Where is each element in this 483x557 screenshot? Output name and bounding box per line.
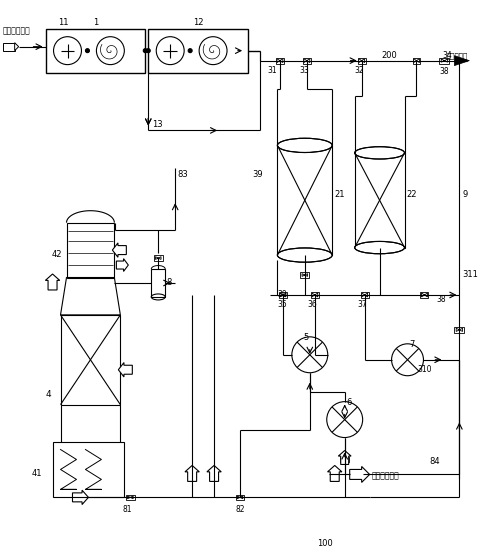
Polygon shape — [350, 466, 369, 482]
Text: 37: 37 — [358, 300, 368, 309]
Text: 39: 39 — [252, 170, 263, 179]
Polygon shape — [338, 451, 351, 465]
Bar — [148, 29, 248, 72]
Polygon shape — [359, 58, 365, 62]
Text: 81: 81 — [123, 505, 132, 514]
Circle shape — [85, 48, 89, 53]
Bar — [358, 57, 366, 63]
Polygon shape — [312, 293, 318, 297]
Bar — [361, 292, 369, 298]
Text: 液体二氧化碳: 液体二氧化碳 — [371, 471, 399, 481]
Polygon shape — [441, 59, 448, 62]
Polygon shape — [304, 58, 310, 62]
Text: 4: 4 — [45, 390, 51, 399]
Polygon shape — [113, 243, 127, 257]
Bar — [303, 57, 311, 63]
Text: 84: 84 — [429, 457, 440, 466]
Bar — [341, 457, 349, 462]
Text: 82: 82 — [235, 505, 245, 514]
Bar — [455, 327, 464, 333]
Polygon shape — [280, 293, 286, 297]
Text: 1: 1 — [93, 18, 98, 27]
Bar — [277, 145, 332, 255]
Ellipse shape — [277, 138, 332, 153]
Polygon shape — [342, 458, 347, 461]
Circle shape — [188, 48, 192, 53]
Text: 5: 5 — [304, 333, 309, 342]
Text: 9: 9 — [462, 190, 468, 199]
Polygon shape — [327, 466, 342, 481]
Bar — [276, 57, 284, 63]
Text: 33: 33 — [300, 66, 310, 75]
Bar — [300, 272, 309, 277]
Polygon shape — [455, 56, 469, 66]
Bar — [53, 442, 124, 497]
Text: 311: 311 — [462, 270, 478, 279]
Text: 22: 22 — [407, 190, 417, 199]
Polygon shape — [118, 363, 132, 377]
Circle shape — [146, 48, 150, 53]
Text: 不凝气排放: 不凝气排放 — [447, 53, 468, 59]
Text: 11: 11 — [58, 18, 69, 27]
Text: 35: 35 — [278, 300, 288, 309]
Text: 38: 38 — [437, 295, 446, 304]
Polygon shape — [156, 257, 161, 260]
Polygon shape — [116, 258, 128, 271]
Ellipse shape — [355, 146, 405, 159]
Bar — [151, 269, 165, 297]
Bar — [279, 292, 287, 298]
Bar — [45, 29, 145, 72]
Polygon shape — [14, 43, 19, 51]
Polygon shape — [185, 466, 199, 481]
Polygon shape — [207, 466, 221, 481]
Text: 8: 8 — [166, 278, 171, 287]
Bar — [421, 292, 428, 298]
Text: 21: 21 — [334, 190, 345, 199]
Bar — [67, 223, 114, 277]
Polygon shape — [362, 293, 368, 297]
Text: 41: 41 — [32, 470, 43, 478]
Text: 39: 39 — [278, 290, 288, 299]
Polygon shape — [128, 496, 133, 499]
Polygon shape — [413, 58, 420, 62]
Text: 100: 100 — [317, 539, 333, 548]
Text: 12: 12 — [193, 18, 203, 27]
Bar — [154, 256, 163, 261]
Text: 36: 36 — [308, 300, 317, 309]
Circle shape — [143, 48, 147, 53]
Text: 83: 83 — [177, 170, 188, 179]
Text: 气体二氧化碳: 气体二氧化碳 — [3, 26, 30, 35]
Text: 6: 6 — [347, 398, 352, 407]
Text: 7: 7 — [410, 340, 415, 349]
Polygon shape — [302, 273, 308, 276]
Polygon shape — [237, 496, 243, 499]
Text: 200: 200 — [382, 51, 398, 60]
Bar — [126, 495, 135, 500]
Ellipse shape — [355, 241, 405, 254]
Bar — [311, 292, 319, 298]
Text: 31: 31 — [267, 66, 277, 75]
Ellipse shape — [277, 248, 332, 262]
Bar — [60, 315, 120, 404]
Text: 38: 38 — [440, 67, 449, 76]
Bar — [236, 495, 244, 500]
Polygon shape — [277, 58, 283, 62]
Bar — [412, 57, 421, 63]
Bar — [355, 153, 405, 248]
Polygon shape — [45, 274, 60, 290]
Text: 42: 42 — [52, 250, 62, 259]
Text: 13: 13 — [152, 120, 163, 129]
Text: 32: 32 — [355, 66, 364, 75]
Bar — [3, 43, 14, 51]
Polygon shape — [72, 490, 88, 505]
Text: 34: 34 — [442, 51, 452, 60]
Polygon shape — [456, 328, 463, 331]
Bar — [440, 57, 449, 63]
Polygon shape — [422, 293, 427, 297]
Text: 310: 310 — [417, 365, 432, 374]
